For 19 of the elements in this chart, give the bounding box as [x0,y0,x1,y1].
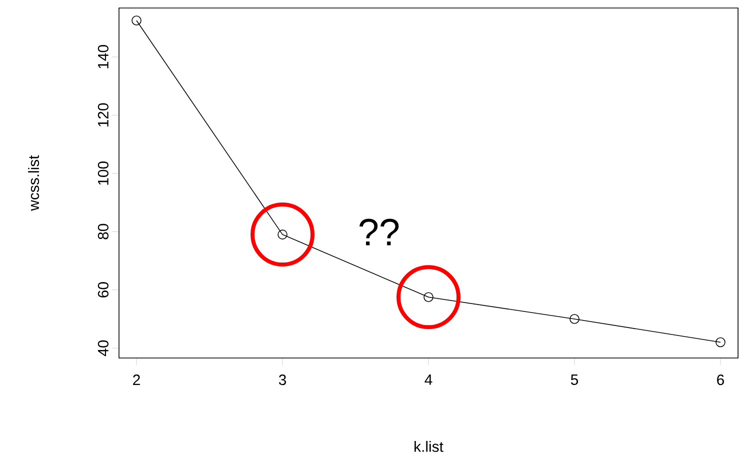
y-tick-label: 60 [98,282,108,298]
point [424,292,434,302]
y-tick-label: 80 [98,224,108,240]
y-tick-label: 120 [98,103,108,126]
point [570,314,580,324]
x-tick-label: 2 [133,374,140,385]
point [132,16,142,26]
point [278,230,288,240]
point [716,337,726,348]
x-axis-title: k.list [414,440,444,452]
y-axis-title: wcss.list [28,155,40,211]
x-tick-label: 3 [278,374,286,386]
x-tick-label: 5 [570,374,578,385]
x-tick-label: 6 [717,374,724,386]
y-tick-label: 100 [98,162,108,185]
annotation: ?? [359,218,399,246]
y-tick-label: 40 [98,340,108,356]
x-tick-label: 4 [424,374,432,385]
y-tick-label: 140 [98,45,108,68]
